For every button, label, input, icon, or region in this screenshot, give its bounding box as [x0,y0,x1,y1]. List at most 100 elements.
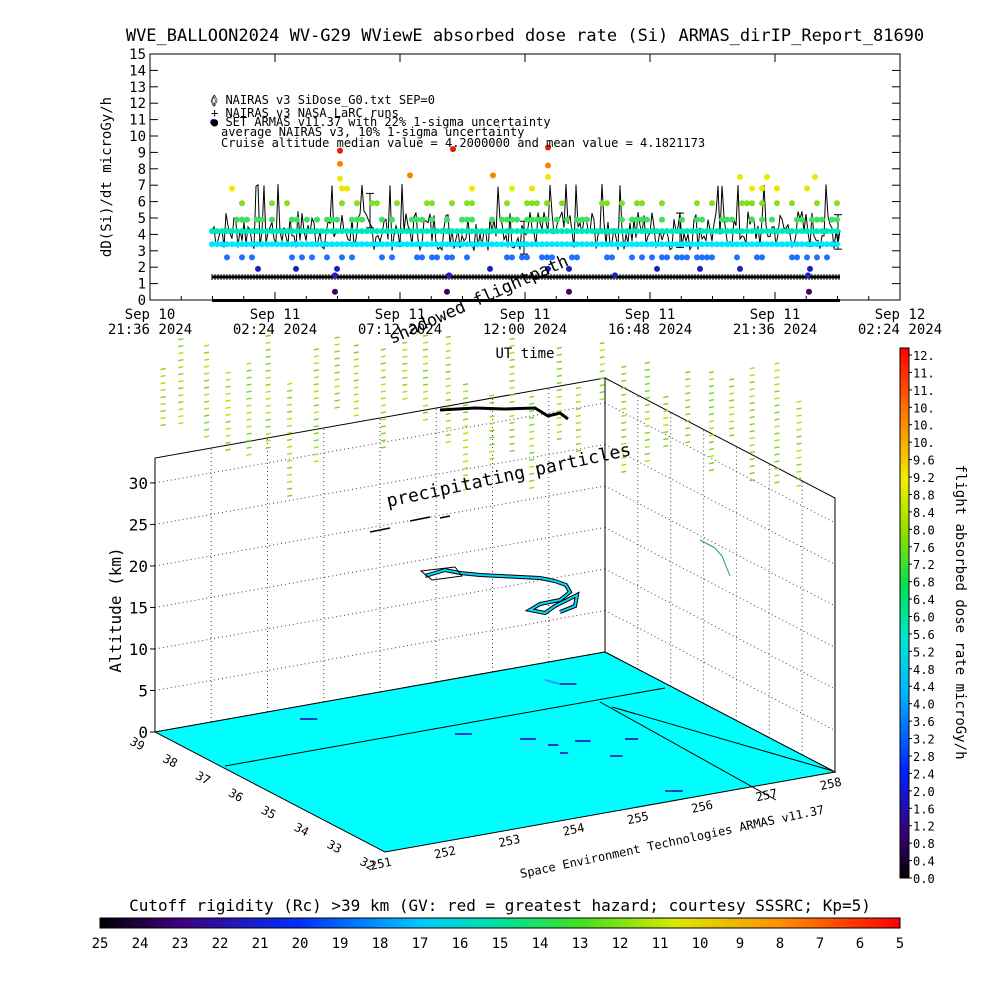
lon-tick-label: 251 [369,855,393,873]
data-point [494,241,500,248]
data-point [564,241,570,248]
particle-mark [796,470,802,473]
data-point [249,254,255,261]
data-point [684,241,690,248]
data-point [224,228,230,235]
particle-mark [225,420,231,423]
data-point [594,241,600,248]
data-point [684,228,690,235]
particle-mark [774,369,780,372]
particle-mark [644,368,650,372]
particle-mark [380,355,386,358]
particle-mark [663,430,669,434]
legend-item: + NAIRAS v3 NASA LaRC runs [211,106,399,120]
data-point [349,216,355,223]
particle-mark [796,414,802,417]
data-point [284,241,290,248]
data-point [274,241,280,248]
particle-mark [445,363,451,367]
particle-mark [445,440,451,444]
colorbar-label: 10. [913,401,935,415]
data-point [324,241,330,248]
particle-mark [708,441,715,444]
data-point [334,228,340,235]
data-point [384,241,390,248]
data-point [629,216,635,223]
data-point [554,216,560,223]
particle-mark [749,395,755,398]
legend: ◊ ◊ NAIRAS v3 SiDose_G0.txt SEP=0 + NAIR… [210,93,705,150]
data-point [369,228,375,235]
data-point [819,241,825,248]
data-point [639,241,645,248]
rigidity-label: 17 [412,936,429,952]
particle-mark [575,386,582,390]
data-point [689,228,695,235]
data-point [279,241,285,248]
grid-line [604,443,836,565]
data-point [489,241,495,248]
data-point [649,254,655,261]
particle-mark [203,428,210,431]
legend-item: average NAIRAS v3, 10% 1-sigma uncertain… [221,125,524,139]
y-tick-label: 9 [138,145,146,161]
data-point [779,241,785,248]
data-point [259,216,265,223]
particle-mark [509,358,515,362]
data-point [364,241,370,248]
data-point [239,254,245,261]
data-point [759,241,765,248]
particle-mark [313,355,319,358]
data-point [379,216,385,223]
data-point [719,216,725,223]
data-point [807,265,813,272]
y-tick-label: 2 [138,260,146,276]
data-point [709,254,715,261]
data-point [269,216,275,223]
particle-mark [685,398,691,402]
particle-mark [334,378,340,381]
colorbar-label: 5.6 [913,628,935,642]
particle-mark [246,362,252,365]
data-point [349,228,355,235]
data-point [574,228,580,235]
flight-path-line [424,568,579,615]
particle-mark [509,400,515,404]
particle-mark [644,452,650,456]
data-point [549,241,555,248]
time-series-frame [149,53,901,301]
particle-mark [529,437,535,441]
data-point [469,200,475,207]
data-point [619,228,625,235]
lon-tick-label: 253 [497,832,521,850]
data-point [304,228,310,235]
colorbar-label: 4.4 [913,680,935,694]
data-point [337,175,343,182]
data-point [534,241,540,248]
data-point [794,228,800,235]
data-point [334,265,340,272]
data-point [389,254,395,261]
data-point [414,241,420,248]
particle-mark [313,425,319,428]
data-point [749,185,755,192]
data-point [459,228,465,235]
data-point [407,172,413,179]
data-point [519,254,525,261]
alt-tick-label: 5 [138,681,148,700]
particle-mark [160,367,166,371]
particle-mark [749,388,755,391]
particle-mark [313,369,319,372]
data-point [309,241,315,248]
data-point [659,254,665,261]
particle-mark [796,449,802,452]
data-point [634,200,640,207]
particle-mark [509,421,515,425]
particle-mark [422,369,429,372]
data-point [434,228,440,235]
data-point [794,241,800,248]
particle-mark [178,400,184,404]
data-point [514,228,520,235]
particle-mark [663,409,669,413]
particle-mark [265,334,271,337]
